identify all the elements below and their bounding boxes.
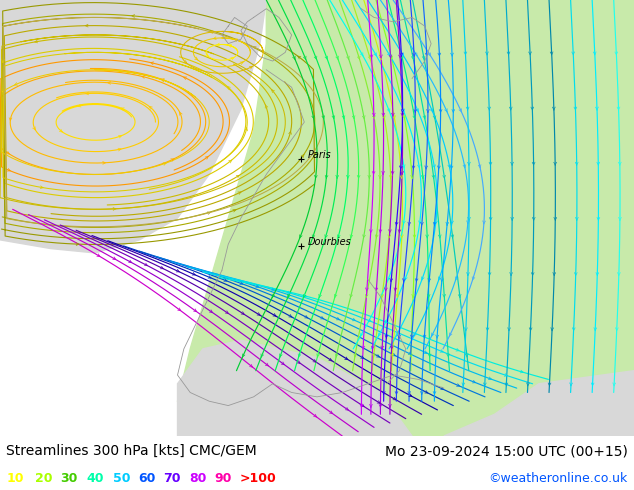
Text: Dourbies: Dourbies	[307, 237, 351, 247]
Polygon shape	[0, 0, 266, 253]
Polygon shape	[178, 0, 634, 436]
Text: Paris: Paris	[307, 150, 331, 160]
Text: 50: 50	[113, 471, 131, 485]
Text: 80: 80	[189, 471, 206, 485]
Text: ©weatheronline.co.uk: ©weatheronline.co.uk	[488, 471, 628, 485]
Text: 30: 30	[60, 471, 77, 485]
Text: 20: 20	[35, 471, 53, 485]
Text: Mo 23-09-2024 15:00 UTC (00+15): Mo 23-09-2024 15:00 UTC (00+15)	[385, 444, 628, 458]
Text: Streamlines 300 hPa [kts] CMC/GEM: Streamlines 300 hPa [kts] CMC/GEM	[6, 444, 257, 458]
Text: 90: 90	[214, 471, 231, 485]
Text: >100: >100	[240, 471, 276, 485]
Polygon shape	[178, 340, 412, 436]
Polygon shape	[444, 370, 634, 436]
Text: 60: 60	[138, 471, 155, 485]
Text: 10: 10	[6, 471, 24, 485]
Text: 40: 40	[87, 471, 105, 485]
Text: 70: 70	[164, 471, 181, 485]
